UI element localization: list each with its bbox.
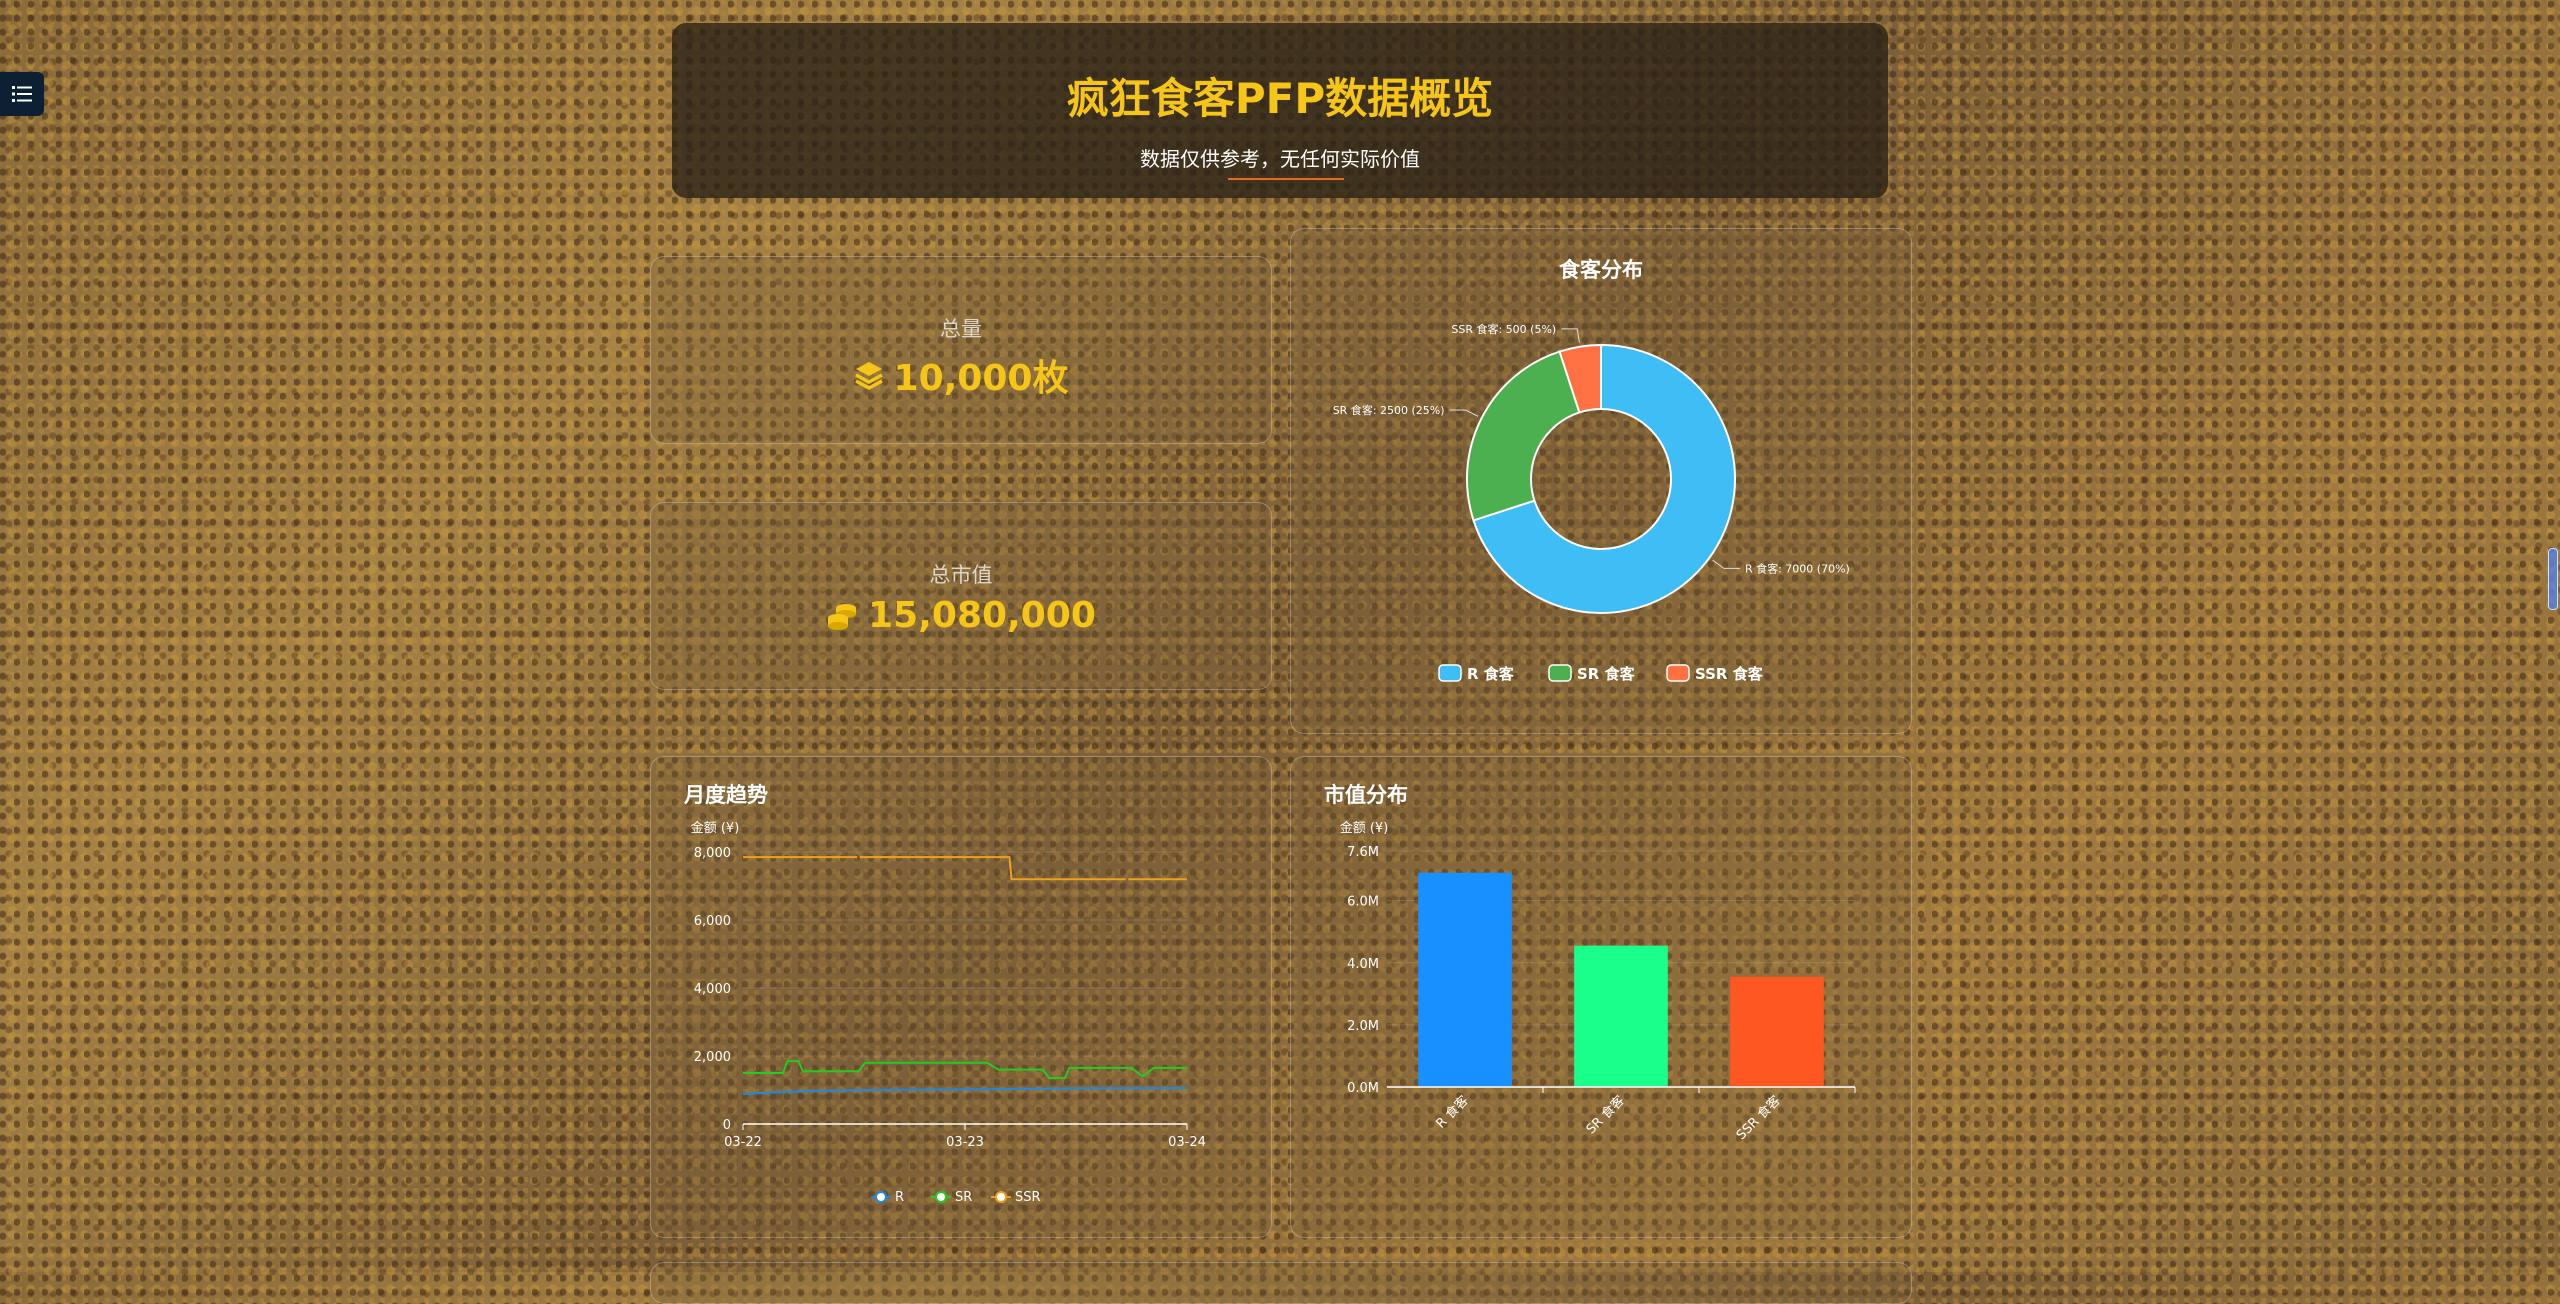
- line-xtick-1: 03-23: [946, 1135, 984, 1150]
- bar-ylabel: 金额 (¥): [1340, 820, 1389, 836]
- pie-legend-item-1[interactable]: SR 食客: [1548, 664, 1636, 683]
- line-series-r-0[interactable]: [742, 1086, 1188, 1096]
- bar-ytick-0: 0.0M: [1347, 1081, 1379, 1096]
- line-legend-item-0[interactable]: R: [871, 1190, 904, 1205]
- market-value-value: 15,080,000: [868, 595, 1096, 636]
- line-xtick-0: 03-22: [724, 1135, 762, 1150]
- next-card-partial: [650, 1262, 1912, 1304]
- menu-toggle-button[interactable]: [0, 72, 44, 116]
- coins-icon: [828, 603, 857, 630]
- line-title: 月度趋势: [683, 783, 768, 807]
- pie-slice-2[interactable]: [1558, 343, 1602, 414]
- line-legend-label-2: SSR: [1015, 1190, 1041, 1205]
- line-xtick-2: 03-24: [1168, 1135, 1206, 1150]
- subtitle-text: 数据仅供参考，无任何实际价值: [1140, 147, 1420, 171]
- line-ytick-0: 0: [723, 1118, 731, 1133]
- pie-legend-label-2: SSR 食客: [1695, 665, 1764, 683]
- line-legend-item-2[interactable]: SSR: [991, 1190, 1041, 1205]
- layers-icon: [854, 362, 883, 390]
- line-legend-dot-0: [875, 1191, 887, 1203]
- pie-slice-1[interactable]: [1466, 350, 1581, 522]
- bar-ytick-3: 6.0M: [1347, 895, 1379, 910]
- total-count-label: 总量: [940, 317, 982, 341]
- page-header: 疯狂食客PFP数据概览 数据仅供参考，无任何实际价值: [672, 23, 1888, 198]
- distribution-pie-chart: 食客分布 R 食客: 7000 (70%) SR 食客: 2500 (25%) SS…: [1333, 258, 1850, 683]
- line-series-ssr-1[interactable]: [859, 856, 1126, 881]
- market-value-row: 15,080,000: [651, 595, 1271, 636]
- pie-title: 食客分布: [1559, 258, 1643, 282]
- total-count-value-row: 10,000枚: [651, 349, 1271, 401]
- pie-label-0: R 食客: 7000 (70%): [1745, 561, 1850, 575]
- bar-xtick-1: SR 食客: [1583, 1093, 1628, 1138]
- pie-leader-2: [1561, 328, 1580, 343]
- monthly-trend-card: 月度趋势 金额 (¥) 0 2,000 4,000 6,000 8,000 03-22 0…: [650, 756, 1272, 1238]
- line-ytick-2: 4,000: [694, 982, 731, 997]
- monthly-trend-line-chart: 月度趋势 金额 (¥) 0 2,000 4,000 6,000 8,000 03-22 0…: [683, 783, 1206, 1205]
- line-legend-label-0: R: [895, 1190, 904, 1205]
- bar-1[interactable]: [1574, 945, 1668, 1087]
- line-ylabel: 金额 (¥): [691, 820, 740, 836]
- pie-legend-swatch-2: [1666, 664, 1690, 682]
- line-legend-dot-1: [935, 1191, 947, 1203]
- bar-2[interactable]: [1730, 976, 1824, 1087]
- pie-legend-item-0[interactable]: R 食客: [1438, 664, 1515, 683]
- bar-ytick-1: 2.0M: [1347, 1019, 1379, 1034]
- bar-title: 市值分布: [1324, 783, 1408, 807]
- line-legend-item-1[interactable]: SR: [931, 1190, 972, 1205]
- line-ytick-3: 6,000: [694, 914, 731, 929]
- bar-xtick-2: SSR 食客: [1733, 1093, 1784, 1144]
- total-count-card: 总量 10,000枚: [650, 256, 1272, 444]
- list-icon: [12, 86, 32, 102]
- line-ytick-4: 8,000: [694, 846, 731, 861]
- pie-legend-label-0: R 食客: [1467, 665, 1515, 683]
- page-subtitle: 数据仅供参考，无任何实际价值: [1140, 143, 1420, 180]
- pie-legend-item-2[interactable]: SSR 食客: [1666, 664, 1764, 683]
- bar-ytick-2: 4.0M: [1347, 957, 1379, 972]
- line-legend-label-1: SR: [955, 1190, 972, 1205]
- total-count-value: 10,000枚: [893, 358, 1069, 399]
- pie-label-1: SR 食客: 2500 (25%): [1333, 403, 1445, 417]
- bar-ytick-4: 7.6M: [1347, 845, 1379, 860]
- market-distribution-bar-chart: 市值分布 金额 (¥) 0.0M 2.0M 4.0M 6.0M 7.6M R 食客 SR …: [1324, 783, 1856, 1144]
- pie-leader-1: [1449, 409, 1479, 417]
- pie-legend-swatch-0: [1438, 664, 1462, 682]
- bar-0[interactable]: [1418, 872, 1512, 1087]
- line-legend-dot-2: [995, 1191, 1007, 1203]
- market-value-label: 总市值: [929, 563, 993, 587]
- pie-leader-0: [1712, 559, 1740, 569]
- pie-legend-swatch-1: [1548, 664, 1572, 682]
- market-value-card: 总市值 15,080,000: [650, 502, 1272, 690]
- pie-label-2: SSR 食客: 500 (5%): [1451, 322, 1556, 336]
- market-distribution-card: 市值分布 金额 (¥) 0.0M 2.0M 4.0M 6.0M 7.6M R 食客 SR …: [1290, 756, 1912, 1238]
- page-title: 疯狂食客PFP数据概览: [1066, 74, 1494, 123]
- line-ytick-1: 2,000: [694, 1050, 731, 1065]
- pie-slice-0[interactable]: [1472, 343, 1736, 614]
- distribution-card: 食客分布 R 食客: 7000 (70%) SR 食客: 2500 (25%) SS…: [1290, 228, 1912, 734]
- scrollbar-thumb[interactable]: [2548, 548, 2558, 610]
- bar-xtick-0: R 食客: [1433, 1093, 1472, 1132]
- subtitle-underline: [1228, 178, 1344, 180]
- pie-legend-label-1: SR 食客: [1577, 665, 1636, 683]
- line-series-sr-0[interactable]: [743, 1060, 1187, 1080]
